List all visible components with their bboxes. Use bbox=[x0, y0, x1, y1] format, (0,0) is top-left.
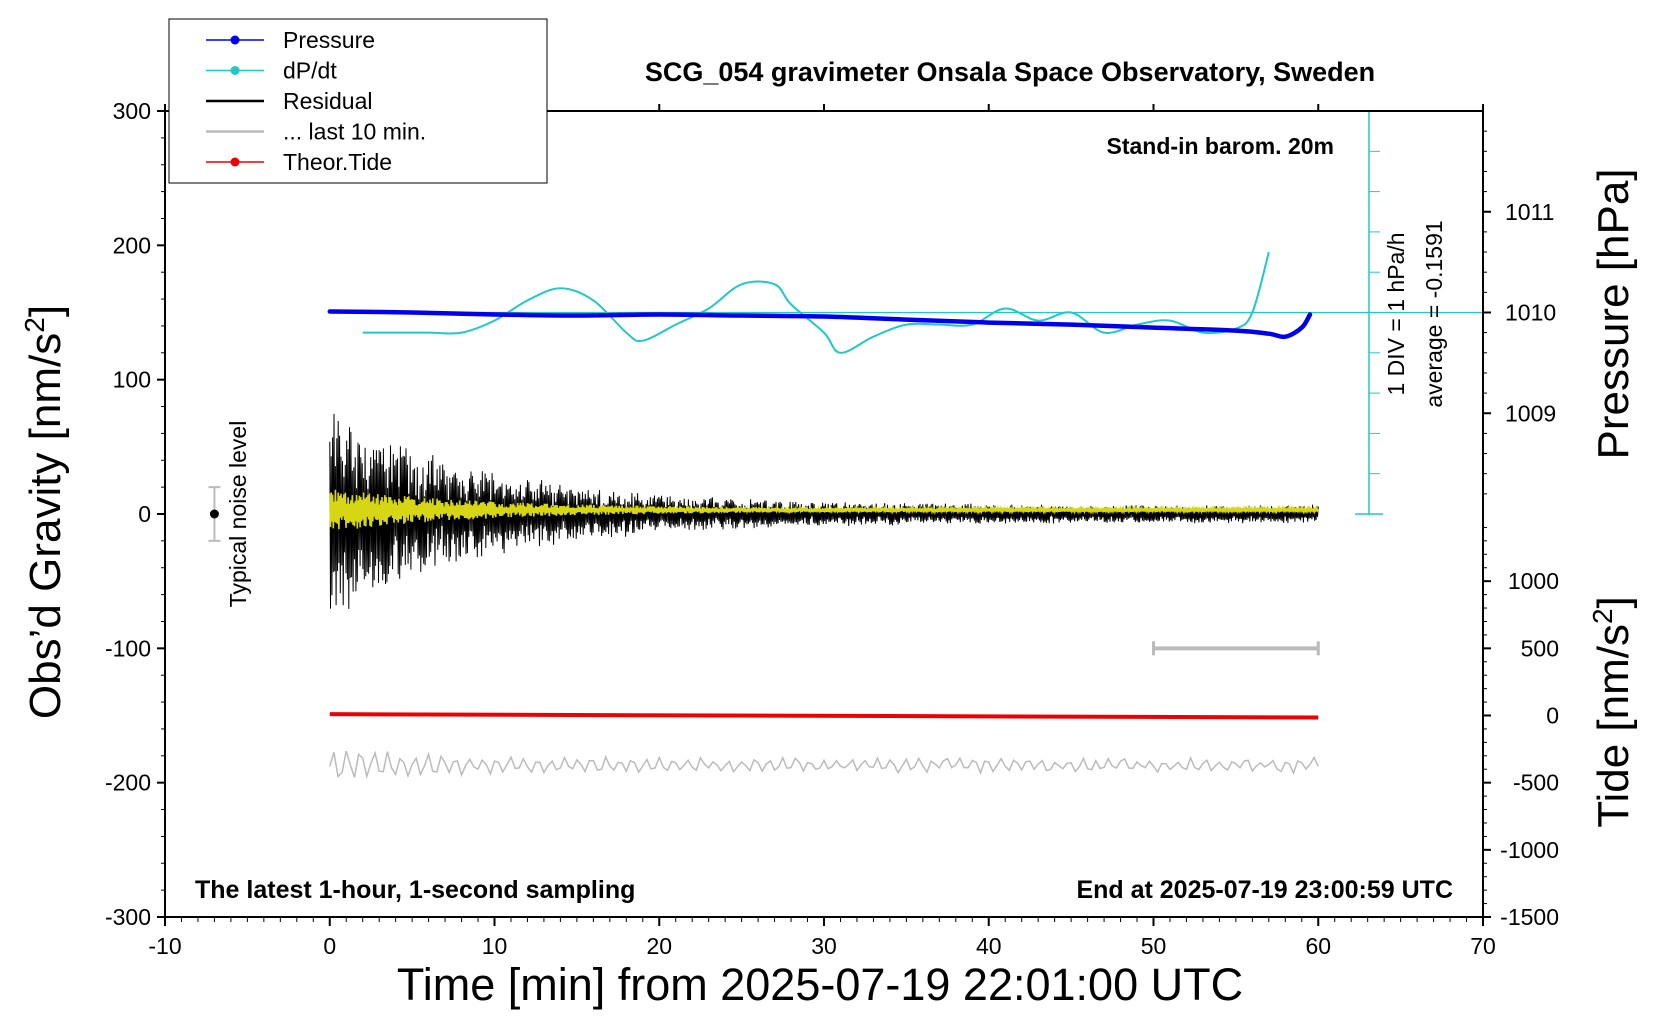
tide-tick-label: 0 bbox=[1546, 703, 1559, 729]
x-tick-label: 50 bbox=[1141, 933, 1167, 959]
series-residual-smoothed-line bbox=[329, 489, 1320, 530]
pressure-tick-label: 1011 bbox=[1505, 199, 1554, 225]
series-tide-line bbox=[329, 712, 1319, 720]
left-axis-label-sup: 2 bbox=[19, 317, 50, 333]
tide-axis-label-main: Tide [nm/s bbox=[1589, 624, 1638, 828]
legend-label: Theor.Tide bbox=[283, 149, 392, 175]
x-tick-label: 30 bbox=[811, 933, 837, 959]
pressure-axis: 1011 1010 1009 bbox=[1483, 130, 1556, 495]
end-time-note: End at 2025-07-19 23:00:59 UTC bbox=[1076, 876, 1453, 904]
pressure-tick-label: 1010 bbox=[1505, 300, 1556, 326]
left-axis: 300 200 100 0 -100 -200 -300 bbox=[105, 98, 165, 930]
legend-marker bbox=[230, 66, 240, 75]
tide-tick-label: -1500 bbox=[1500, 904, 1559, 930]
legend-label: dP/dt bbox=[283, 58, 337, 84]
tide-axis-label: Tide [nm/s2] bbox=[1587, 596, 1638, 828]
sampling-note: The latest 1-hour, 1-second sampling bbox=[195, 876, 635, 904]
tide-axis-label-sup: 2 bbox=[1587, 608, 1618, 624]
series-last-10min-line bbox=[329, 750, 1319, 780]
dpdt-average-label: average = -0.1591 bbox=[1421, 220, 1447, 407]
x-axis: -10 0 10 20 30 40 50 60 70 bbox=[148, 104, 1496, 959]
x-tick-label: 60 bbox=[1305, 933, 1331, 959]
left-axis-label: Obs’d Gravity [nm/s2] bbox=[19, 305, 70, 719]
left-tick-label: 200 bbox=[113, 232, 151, 258]
x-tick-label: 70 bbox=[1470, 933, 1496, 959]
plot-area bbox=[208, 110, 1483, 780]
left-tick-label: 0 bbox=[138, 501, 151, 527]
left-tick-label: -200 bbox=[105, 770, 151, 796]
tide-tick-label: 500 bbox=[1521, 635, 1559, 661]
x-tick-label: -10 bbox=[148, 933, 181, 959]
x-axis-label: Time [min] from 2025-07-19 22:01:00 UTC bbox=[397, 959, 1243, 1010]
noise-level-label: Typical noise level bbox=[225, 421, 251, 608]
legend-marker bbox=[230, 35, 240, 45]
x-tick-label: 0 bbox=[323, 933, 336, 959]
legend-label: ... last 10 min. bbox=[283, 119, 426, 145]
tide-tick-label: -1000 bbox=[1500, 837, 1559, 863]
left-tick-label: -100 bbox=[105, 635, 151, 661]
pressure-axis-label: Pressure [hPa] bbox=[1589, 168, 1638, 459]
series-residual-line bbox=[329, 413, 1319, 609]
noise-dot bbox=[209, 509, 219, 519]
left-tick-label: 100 bbox=[113, 367, 151, 393]
left-tick-label: 300 bbox=[113, 98, 151, 124]
x-tick-label: 40 bbox=[976, 933, 1002, 959]
left-axis-label-main: Obs’d Gravity [nm/s bbox=[21, 333, 70, 719]
left-axis-label-end: ] bbox=[21, 305, 70, 317]
series-pressure-line bbox=[327, 309, 1313, 340]
legend-label: Residual bbox=[283, 88, 373, 114]
pressure-tick-label: 1009 bbox=[1505, 400, 1556, 426]
chart-title: SCG_054 gravimeter Onsala Space Observat… bbox=[645, 57, 1375, 87]
series-dpdt-line bbox=[362, 251, 1270, 354]
tide-tick-label: 1000 bbox=[1508, 568, 1559, 594]
legend: Pressure dP/dt Residual ... last 10 min. The… bbox=[168, 18, 548, 184]
dpdt-scale-label: 1 DIV = 1 hPa/h bbox=[1383, 232, 1409, 395]
tide-axis: 1000 500 0 -500 -1000 -1500 bbox=[1483, 526, 1559, 930]
stand-in-barometer-note: Stand-in barom. 20m bbox=[1107, 133, 1334, 159]
legend-label: Pressure bbox=[283, 27, 375, 53]
x-tick-label: 10 bbox=[482, 933, 508, 959]
tide-tick-label: -500 bbox=[1513, 770, 1559, 796]
x-tick-label: 20 bbox=[646, 933, 672, 959]
legend-marker bbox=[230, 157, 240, 167]
tide-axis-label-end: ] bbox=[1589, 596, 1638, 608]
left-tick-label: -300 bbox=[105, 904, 151, 930]
